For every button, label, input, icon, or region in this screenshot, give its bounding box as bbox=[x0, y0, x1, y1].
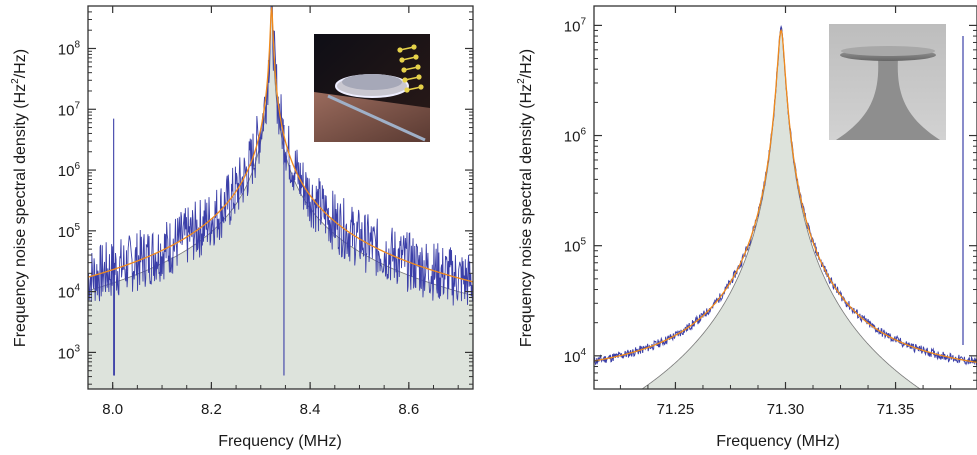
left-x-tick-label: 8.2 bbox=[201, 401, 222, 418]
left-x-tick-label: 8.6 bbox=[398, 401, 419, 418]
left-y-axis-title: Frequency noise spectral density (Hz2/Hz… bbox=[10, 49, 29, 347]
right-inset-image bbox=[829, 24, 946, 140]
left-y-tick-label: 103 bbox=[58, 343, 81, 362]
left-x-tick-label: 8.4 bbox=[300, 401, 321, 418]
left-spurs bbox=[113, 118, 285, 376]
right-x-tick-label: 71.30 bbox=[767, 401, 805, 418]
left-plot-area bbox=[88, 6, 473, 389]
left-y-tick-label: 104 bbox=[58, 283, 81, 302]
right-y-tick-label: 107 bbox=[564, 16, 587, 35]
left-x-tick-label: 8.0 bbox=[102, 401, 123, 418]
right-x-tick-label: 71.25 bbox=[657, 401, 695, 418]
left-measured-trace bbox=[88, 6, 473, 306]
left-axes-frame bbox=[87, 5, 474, 390]
left-y-axis: 103 104 105 106 107 108 bbox=[58, 5, 473, 385]
left-y-tick-label: 106 bbox=[58, 161, 81, 180]
left-y-tick-label: 107 bbox=[58, 100, 81, 119]
right-chart: 71.25 71.30 71.35 104 105 106 107 Frequency (… bbox=[516, 5, 977, 450]
right-x-tick-label: 71.35 bbox=[877, 401, 915, 418]
right-fit-curve bbox=[594, 28, 977, 363]
right-plot-area bbox=[594, 24, 977, 389]
left-y-tick-label: 105 bbox=[58, 222, 81, 241]
right-x-axis: 71.25 71.30 71.35 bbox=[619, 6, 952, 418]
right-y-tick-label: 106 bbox=[564, 127, 587, 146]
left-y-tick-label: 108 bbox=[58, 39, 81, 58]
left-fit-curve bbox=[88, 7, 473, 283]
right-y-axis: 104 105 106 107 bbox=[564, 16, 977, 390]
left-chart: 8.0 8.2 8.4 8.6 103 104 105 106 107 108 Frequenc… bbox=[10, 5, 474, 450]
right-y-tick-label: 105 bbox=[564, 237, 587, 256]
left-x-axis-title: Frequency (MHz) bbox=[218, 433, 342, 450]
right-x-axis-title: Frequency (MHz) bbox=[716, 433, 840, 450]
right-y-axis-title: Frequency noise spectral density (Hz2/Hz… bbox=[516, 49, 535, 347]
left-inset-image bbox=[314, 34, 430, 142]
right-y-tick-label: 104 bbox=[564, 347, 587, 366]
left-x-axis: 8.0 8.2 8.4 8.6 bbox=[87, 6, 459, 418]
